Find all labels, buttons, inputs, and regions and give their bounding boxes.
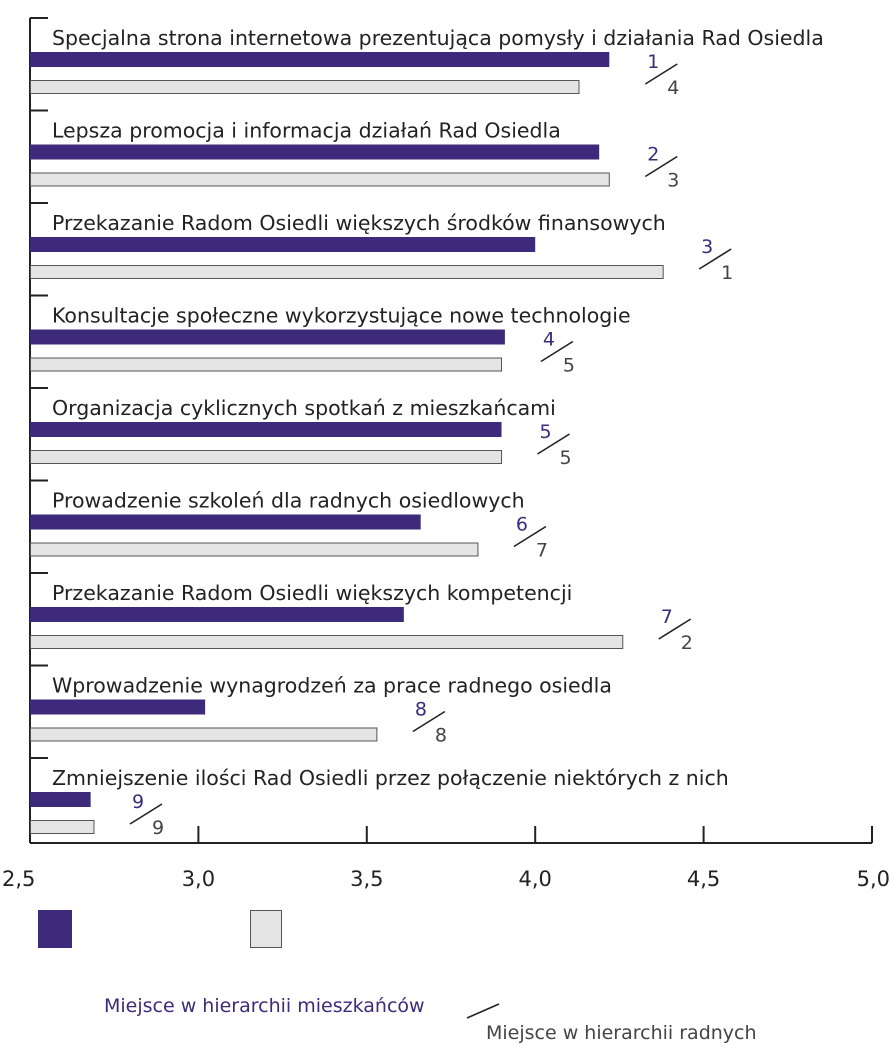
bar-councillors [30,80,580,94]
bar-councillors [30,635,624,649]
x-tick-label: 3,5 [350,867,383,891]
x-tick-label: 4,0 [518,867,551,891]
rank-residents-label: 5 [539,421,551,443]
bar-residents [30,329,505,345]
rank-residents-label: 8 [415,699,427,721]
bar-councillors [30,265,664,279]
category-label: Lepsza promocja i informacja działań Rad… [52,119,561,143]
rank-councillors-label: 4 [667,77,679,99]
bar-councillors [30,172,610,187]
rank-slash [658,618,692,640]
legend-swatch-residents [38,910,72,948]
category-label: Zmniejszenie ilości Rad Osiedli przez po… [52,766,729,790]
category-label: Przekazanie Radom Osiedli większych środ… [52,211,666,235]
category-label: Specjalna strona internetowa prezentując… [52,26,824,50]
rank-residents-label: 3 [701,236,713,258]
rank-slash [129,803,163,825]
rank-slash [540,340,574,363]
category-label: Wprowadzenie wynagrodzeń za prace radneg… [52,674,612,698]
rank-councillors-label: 5 [559,447,571,469]
rank-slash [537,433,570,455]
x-tick-label: 2,5 [2,867,35,891]
bar-residents [30,792,91,807]
category-label: Prowadzenie szkoleń dla radnych osiedlow… [52,489,525,513]
bar-residents [30,237,536,252]
legend-label-residents: Miejsce w hierarchii mieszkańców [104,995,425,1017]
category-label: Organizacja cyklicznych spotkań z mieszk… [52,396,556,420]
bar-councillors [30,357,503,372]
bar-councillors [30,820,95,834]
legend-label-councillors: Miejsce w hierarchii radnych [486,1022,757,1044]
x-tick-label: 5,0 [857,867,890,891]
rank-slash [698,248,732,270]
rank-slash [412,710,446,733]
x-tick-label: 3,0 [182,867,215,891]
rank-slash [644,63,678,85]
bar-councillors [30,727,378,742]
rank-councillors-label: 7 [536,540,548,562]
bar-residents [30,144,600,160]
rank-slash [644,155,678,178]
legend-swatch-councillors [250,910,282,948]
bar-residents [30,699,206,715]
rank-councillors-label: 3 [667,170,679,192]
category-label: Przekazanie Radom Osiedli większych komp… [52,581,572,605]
category-label: Konsultacje społeczne wykorzystujące now… [52,304,631,328]
bar-residents [30,52,610,67]
rank-councillors-label: 8 [435,725,447,747]
bar-residents [30,514,421,530]
rank-councillors-label: 9 [152,817,164,839]
rank-residents-label: 9 [132,791,144,813]
bar-councillors [30,450,503,464]
x-tick-label: 4,5 [687,867,720,891]
bar-residents [30,422,502,437]
rank-residents-label: 6 [516,514,528,536]
rank-residents-label: 1 [647,51,659,73]
rank-residents-label: 4 [543,329,555,351]
rank-councillors-label: 1 [721,262,733,284]
rank-residents-label: 7 [661,606,673,628]
bar-councillors [30,542,479,557]
bar-residents [30,607,404,622]
rank-residents-label: 2 [647,144,659,166]
rank-councillors-label: 5 [563,355,575,377]
rank-slash [513,525,547,548]
rank-councillors-label: 2 [681,632,693,654]
